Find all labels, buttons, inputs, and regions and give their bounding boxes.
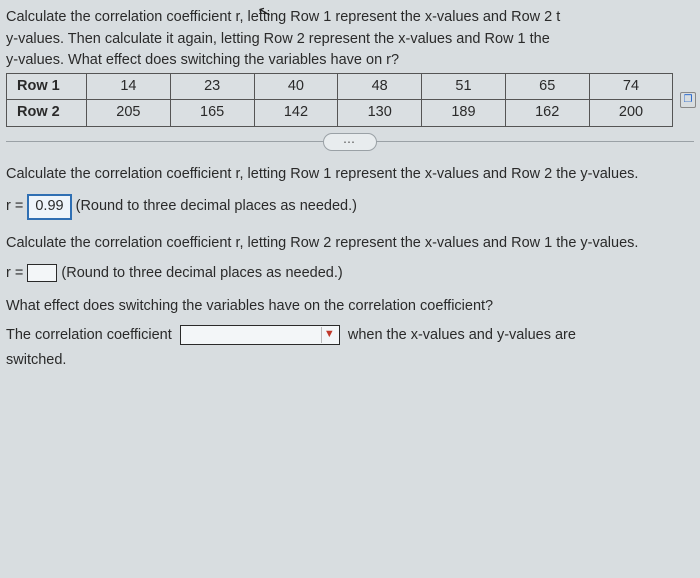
- cell: 130: [338, 100, 422, 127]
- intro-line-2: y-values. Then calculate it again, letti…: [6, 30, 694, 50]
- cell: 65: [505, 73, 589, 100]
- answer-input-1[interactable]: 0.99: [27, 194, 71, 220]
- hint-2: (Round to three decimal places as needed…: [61, 265, 342, 281]
- cell: 51: [422, 73, 506, 100]
- cell: 48: [338, 73, 422, 100]
- chevron-down-icon: ▼: [321, 327, 337, 343]
- cell: 142: [254, 100, 338, 127]
- row1-label: Row 1: [7, 73, 87, 100]
- data-table: Row 1 14 23 40 48 51 65 74 Row 2 205 165…: [6, 73, 673, 127]
- table-row: Row 1 14 23 40 48 51 65 74: [7, 73, 673, 100]
- cell: 40: [254, 73, 338, 100]
- row2-label: Row 2: [7, 100, 87, 127]
- sentence-after: when the x-values and y-values are: [348, 326, 576, 342]
- hint-1: (Round to three decimal places as needed…: [76, 198, 357, 214]
- cell: 23: [170, 73, 254, 100]
- cell: 162: [505, 100, 589, 127]
- effect-dropdown[interactable]: ▼: [180, 325, 340, 345]
- intro-line-3: y-values. What effect does switching the…: [6, 51, 694, 71]
- sentence-last: switched.: [6, 351, 694, 371]
- question-2-text: Calculate the correlation coefficient r,…: [6, 234, 694, 254]
- copy-icon[interactable]: ❐: [680, 92, 696, 108]
- cell: 14: [87, 73, 171, 100]
- more-button[interactable]: ⋯: [323, 133, 377, 151]
- cell: 74: [589, 73, 673, 100]
- cell: 189: [422, 100, 506, 127]
- question-3-text: What effect does switching the variables…: [6, 297, 694, 317]
- r-equals-label-2: r =: [6, 265, 23, 281]
- question-1-text: Calculate the correlation coefficient r,…: [6, 165, 694, 185]
- answer-input-2[interactable]: [27, 264, 57, 282]
- cell: 200: [589, 100, 673, 127]
- cell: 205: [87, 100, 171, 127]
- cell: 165: [170, 100, 254, 127]
- intro-line-1: Calculate the correlation coefficient r,…: [6, 8, 694, 28]
- sentence-before: The correlation coefficient: [6, 326, 172, 342]
- table-row: Row 2 205 165 142 130 189 162 200: [7, 100, 673, 127]
- r-equals-label: r =: [6, 198, 23, 214]
